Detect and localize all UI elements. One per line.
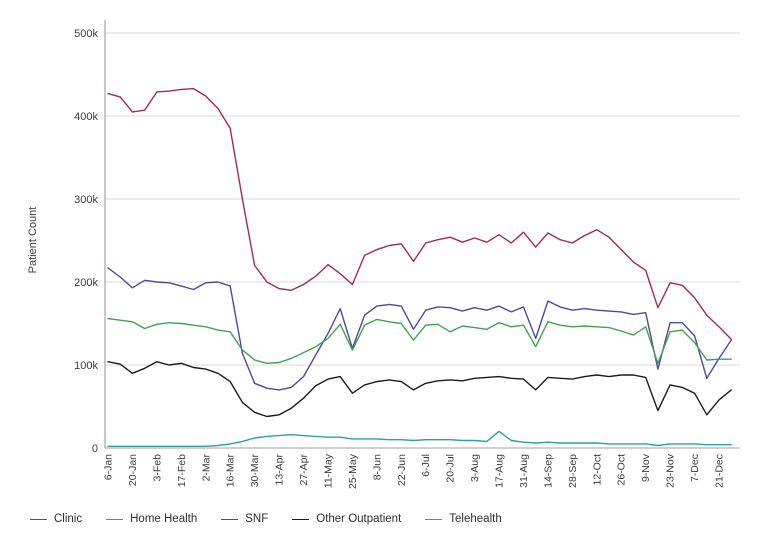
chart-legend: Clinic Home Health SNF Other Outpatient Tele… <box>30 513 502 525</box>
x-tick-13-Apr: 13-Apr <box>274 453 286 485</box>
legend-swatch-home-health <box>106 518 124 520</box>
y-axis-tick-labels: 0 100k 200k 300k 400k 500k <box>74 28 98 455</box>
y-tick-100k: 100k <box>74 360 98 372</box>
legend-swatch-snf <box>221 518 239 520</box>
y-tick-500k: 500k <box>74 28 98 40</box>
y-tick-200k: 200k <box>74 277 98 289</box>
series-line-other-outpatient <box>107 361 732 418</box>
chart-canvas: 0 100k 200k 300k 400k 500k 6-Jan 20-Jan 3-Feb 17… <box>27 20 740 489</box>
legend-label: Other Outpatient <box>316 513 402 525</box>
series-line-telehealth <box>107 430 732 447</box>
legend-label: Clinic <box>54 513 83 525</box>
x-tick-3-Feb: 3-Feb <box>151 454 163 482</box>
x-tick-14-Sep: 14-Sep <box>542 454 554 488</box>
x-tick-17-Aug: 17-Aug <box>494 454 506 488</box>
series-lines <box>107 87 732 447</box>
y-axis-title: Patient Count <box>27 207 39 274</box>
x-tick-17-Feb: 17-Feb <box>176 454 188 487</box>
series-line-snf <box>107 87 732 340</box>
legend-swatch-clinic <box>30 518 47 520</box>
x-tick-7-Dec: 7-Dec <box>689 454 701 482</box>
series-line-home-health <box>107 317 732 364</box>
legend-swatch-telehealth <box>425 518 443 520</box>
x-tick-16-Mar: 16-Mar <box>225 454 237 488</box>
legend-item-home-health: Home Health <box>106 513 197 525</box>
x-tick-30-Mar: 30-Mar <box>249 454 261 488</box>
x-tick-12-Oct: 12-Oct <box>591 454 603 486</box>
x-axis-tick-labels: 6-Jan 20-Jan 3-Feb 17-Feb 2-Mar 16-Mar 30-Mar 1… <box>103 453 726 489</box>
y-tick-300k: 300k <box>74 194 98 206</box>
legend-label: SNF <box>245 513 269 525</box>
legend-label: Home Health <box>130 513 198 525</box>
x-tick-20-Jan: 20-Jan <box>127 454 139 486</box>
legend-label: Telehealth <box>449 513 502 525</box>
y-tick-0: 0 <box>92 443 98 455</box>
x-tick-26-Oct: 26-Oct <box>616 454 628 486</box>
legend-swatch-other-outpatient <box>292 518 310 520</box>
x-tick-21-Dec: 21-Dec <box>714 454 726 488</box>
x-tick-31-Aug: 31-Aug <box>518 454 530 488</box>
x-tick-8-Jun: 8-Jun <box>371 454 383 480</box>
x-tick-6-Jan: 6-Jan <box>103 454 115 480</box>
y-tick-400k: 400k <box>74 111 98 123</box>
legend-item-other-outpatient: Other Outpatient <box>292 513 401 525</box>
x-tick-6-Jul: 6-Jul <box>420 454 432 477</box>
x-tick-3-Aug: 3-Aug <box>469 454 481 482</box>
series-line-clinic <box>107 267 732 391</box>
x-tick-27-Apr: 27-Apr <box>298 453 310 485</box>
legend-item-clinic: Clinic <box>30 513 82 525</box>
x-tick-28-Sep: 28-Sep <box>567 454 579 488</box>
x-tick-23-Nov: 23-Nov <box>665 453 677 488</box>
x-tick-2-Mar: 2-Mar <box>200 453 212 481</box>
x-tick-20-Jul: 20-Jul <box>445 454 457 483</box>
legend-item-telehealth: Telehealth <box>425 513 502 525</box>
x-tick-25-May: 25-May <box>347 453 359 489</box>
x-tick-11-May: 11-May <box>322 453 334 488</box>
x-tick-22-Jun: 22-Jun <box>396 454 408 486</box>
legend-item-snf: SNF <box>221 513 268 525</box>
x-tick-9-Nov: 9-Nov <box>640 453 652 482</box>
